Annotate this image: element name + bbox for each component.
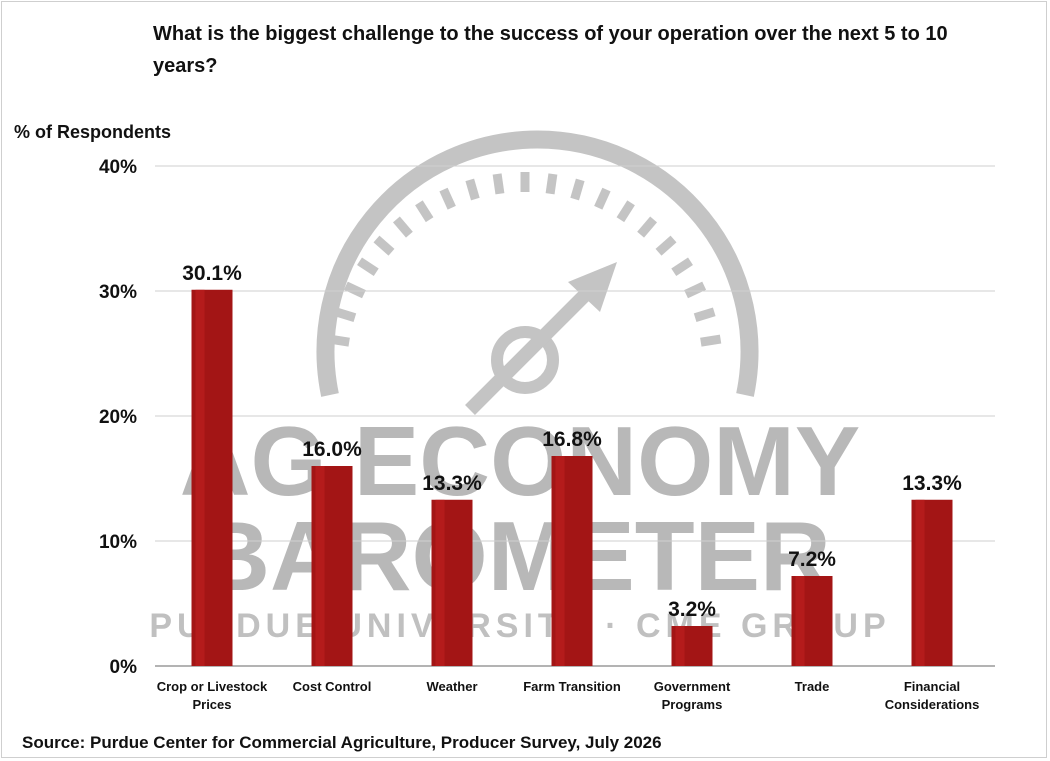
y-tick-label: 30% <box>99 282 137 303</box>
x-tick-label: Cost Control <box>293 679 372 694</box>
watermark-line1: AG ECONOMY <box>180 406 861 516</box>
y-tick-label: 10% <box>99 532 137 553</box>
data-label: 16.8% <box>542 428 602 451</box>
bar-highlight <box>195 289 205 666</box>
source-note: Source: Purdue Center for Commercial Agr… <box>22 733 662 752</box>
y-tick-label: 0% <box>110 657 138 678</box>
bar-highlight <box>435 499 445 666</box>
data-label: 30.1% <box>182 262 242 285</box>
bar-highlight <box>315 466 325 666</box>
x-tick-label: Considerations <box>885 697 980 712</box>
chart-title: What is the biggest challenge to the suc… <box>153 23 948 77</box>
x-tick-label: Crop or Livestock <box>157 679 268 694</box>
x-tick-label: Financial <box>904 679 960 694</box>
x-tick-label: Trade <box>795 679 830 694</box>
y-tick-label: 40% <box>99 157 137 178</box>
x-tick-label: Programs <box>662 697 723 712</box>
bar-highlight <box>915 499 925 666</box>
x-tick-label: Government <box>654 679 731 694</box>
bar-highlight <box>555 456 565 666</box>
watermark-line3: PURDUE UNIVERSITY · CME GROUP <box>149 607 890 645</box>
watermark-line2: BAROMETER <box>199 501 831 611</box>
x-tick-label: Prices <box>192 697 231 712</box>
data-label: 3.2% <box>668 598 716 621</box>
y-tick-label: 20% <box>99 407 137 428</box>
bar-highlight <box>675 626 685 666</box>
bar-highlight <box>795 576 805 666</box>
x-tick-label: Farm Transition <box>523 679 621 694</box>
data-label: 13.3% <box>422 472 482 495</box>
y-axis-title: % of Respondents <box>14 122 172 142</box>
data-label: 7.2% <box>788 548 836 571</box>
data-label: 16.0% <box>302 438 362 461</box>
data-label: 13.3% <box>902 472 962 495</box>
x-tick-label: Weather <box>426 679 477 694</box>
